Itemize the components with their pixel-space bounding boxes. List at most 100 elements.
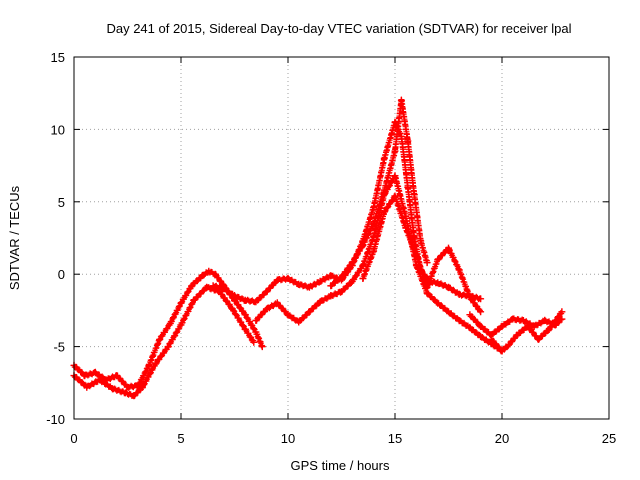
y-tick-label: -10	[46, 412, 65, 427]
y-tick-label: 0	[58, 267, 65, 282]
data-point	[391, 147, 399, 155]
data-point	[558, 308, 566, 316]
data-point	[203, 283, 211, 291]
data-point	[295, 280, 303, 288]
data-point	[504, 341, 512, 349]
data-point	[434, 256, 442, 264]
data-point	[477, 295, 485, 303]
data-point	[263, 288, 271, 296]
data-point	[305, 283, 313, 291]
data-point	[380, 154, 388, 162]
data-point	[534, 335, 542, 343]
data-point	[391, 172, 399, 180]
data-point	[316, 298, 324, 306]
x-tick-label: 0	[70, 431, 77, 446]
data-point	[327, 272, 335, 280]
data-point	[273, 276, 281, 284]
data-point	[545, 325, 553, 333]
data-point	[370, 220, 378, 227]
y-tick-label: -5	[53, 340, 65, 355]
plot-frame	[73, 56, 610, 420]
data-point	[124, 383, 131, 391]
data-point	[466, 293, 474, 301]
series-sat-track-1	[70, 267, 266, 391]
data-point	[455, 317, 463, 324]
data-point	[188, 282, 196, 290]
series-sat-track-5	[327, 96, 431, 290]
data-point	[348, 259, 356, 267]
data-point	[258, 343, 266, 351]
data-point	[477, 308, 485, 316]
data-point	[198, 272, 206, 280]
data-point	[466, 311, 474, 319]
data-point	[434, 279, 442, 287]
data-point	[211, 270, 219, 278]
x-axis-ticks: 0 5 10 15 20 25	[70, 57, 616, 446]
data-point	[252, 328, 260, 336]
data-point	[338, 288, 345, 296]
data-point	[284, 311, 292, 319]
data-point	[487, 335, 495, 343]
data-point	[327, 282, 335, 290]
data-point	[209, 282, 217, 290]
data-point	[83, 383, 91, 391]
x-tick-label: 5	[177, 431, 184, 446]
data-point	[190, 296, 198, 304]
data-point	[391, 192, 399, 200]
data-point	[359, 241, 367, 249]
data-point	[397, 96, 405, 104]
y-tick-label: 15	[51, 50, 65, 65]
y-tick-label: 5	[58, 195, 65, 210]
data-point	[166, 319, 174, 327]
data-point	[524, 322, 532, 330]
x-tick-label: 15	[388, 431, 402, 446]
data-point	[241, 325, 249, 333]
data-point	[220, 285, 228, 293]
data-point	[81, 372, 89, 380]
data-point	[423, 283, 431, 291]
x-tick-label: 25	[602, 431, 616, 446]
data-point	[177, 299, 185, 307]
data-point	[177, 321, 185, 329]
y-axis-ticks: -10 -5 0 5 10 15	[46, 50, 609, 427]
data-point	[410, 191, 418, 199]
data-point	[380, 208, 388, 216]
data-point	[241, 311, 249, 319]
data-point	[151, 360, 159, 368]
data-point	[250, 338, 258, 346]
y-axis-label: SDTVAR / TECUs	[7, 185, 22, 290]
data-point	[541, 317, 549, 324]
series-markers	[71, 268, 266, 391]
data-point	[417, 237, 425, 245]
data-point	[513, 331, 521, 339]
data-point	[228, 305, 236, 313]
data-point	[402, 224, 410, 232]
data-point	[91, 369, 99, 377]
data-point	[130, 392, 138, 400]
data-point	[305, 308, 313, 316]
series-sat-track-2	[70, 283, 258, 400]
series-sat-track-3	[209, 118, 485, 306]
series-markers	[252, 172, 505, 355]
data-point	[412, 251, 420, 259]
data-point	[121, 389, 129, 397]
data-point	[231, 292, 238, 300]
data-point	[530, 322, 538, 330]
data-point	[96, 376, 104, 384]
series-markers	[210, 118, 484, 306]
data-point	[445, 308, 452, 316]
grid-lines	[74, 57, 609, 419]
data-point	[423, 259, 431, 267]
data-point	[348, 277, 356, 285]
data-point	[327, 292, 335, 300]
x-axis-label: GPS time / hours	[291, 458, 390, 473]
data-point	[113, 372, 121, 380]
data-point	[477, 322, 485, 330]
data-point	[252, 317, 260, 324]
data-point	[156, 335, 164, 343]
data-point	[498, 322, 506, 330]
data-point	[455, 266, 463, 274]
data-markers	[70, 96, 566, 400]
data-point	[273, 299, 281, 307]
